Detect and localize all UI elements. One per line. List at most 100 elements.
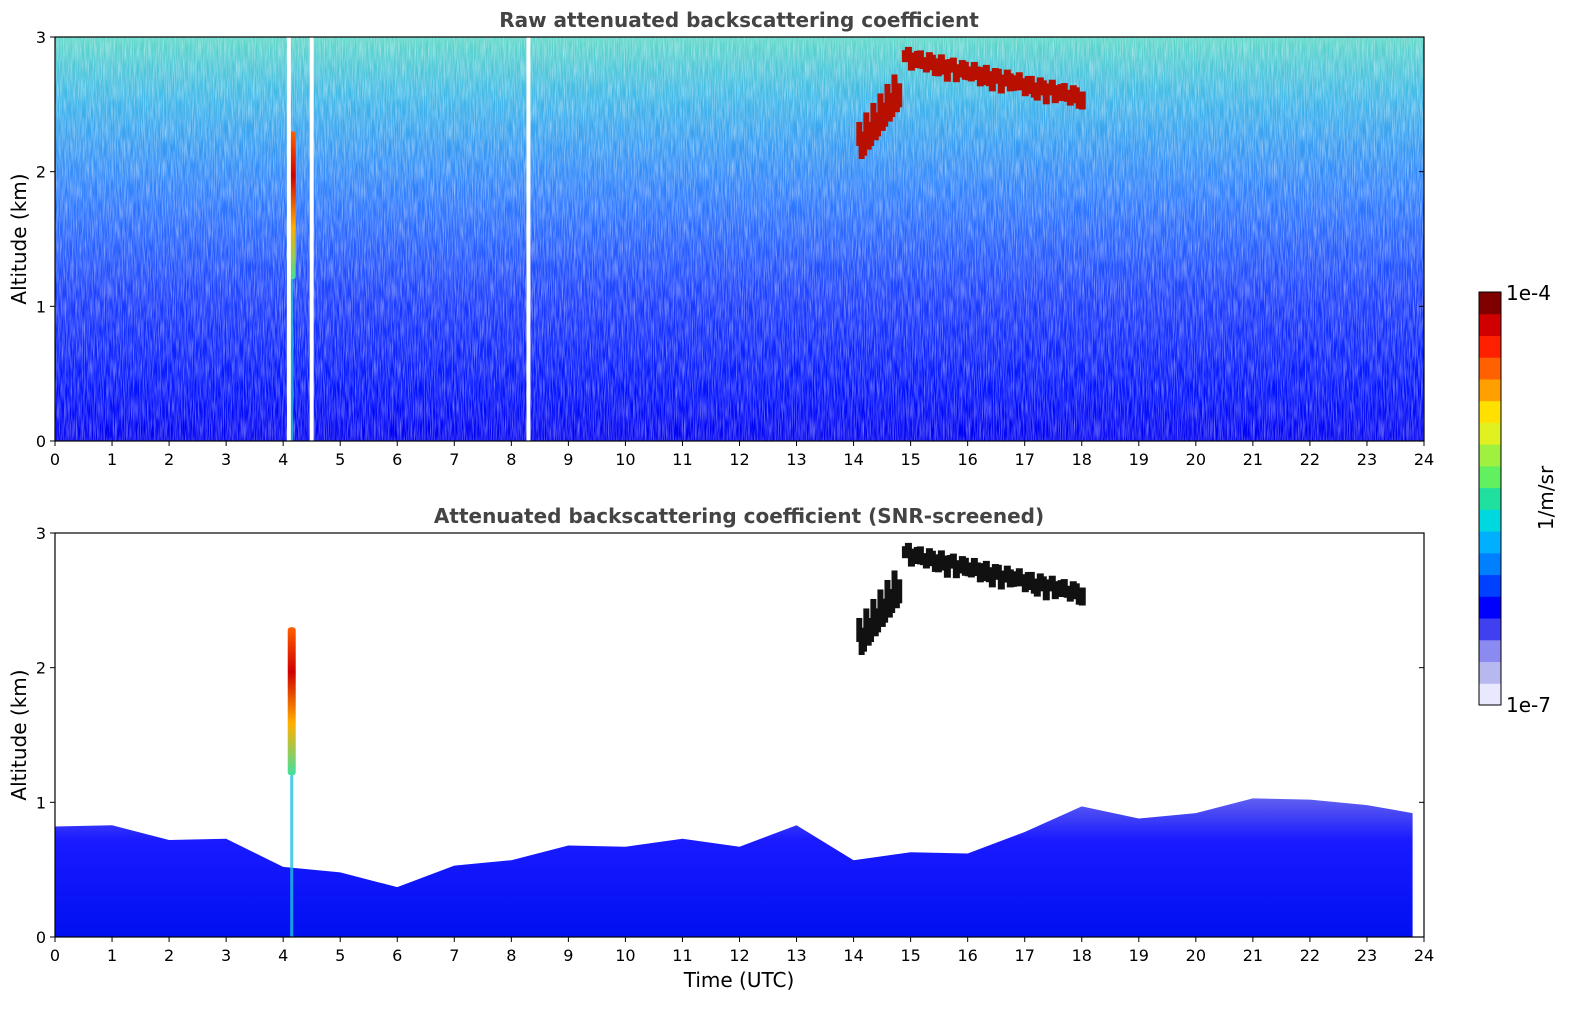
colorbar-min-label: 1e-7	[1506, 693, 1551, 717]
x-tick-label: 20	[1186, 946, 1206, 965]
x-tick-label: 7	[449, 450, 459, 469]
x-tick-label: 14	[843, 946, 863, 965]
colorbar-band	[1479, 378, 1501, 402]
y-tick-label: 3	[36, 28, 46, 47]
y-tick-label: 1	[36, 297, 46, 316]
raw-heatmap-features	[286, 37, 1086, 441]
colorbar-frame	[1478, 291, 1502, 706]
x-tick-label: 21	[1243, 946, 1263, 965]
boundary-layer-area	[55, 798, 1413, 937]
x-tick-label: 20	[1186, 450, 1206, 469]
cloud-layer-cell	[988, 569, 996, 588]
cloud-patch-cell	[870, 102, 877, 127]
x-tick-label: 8	[506, 450, 516, 469]
y-tick-label: 0	[36, 928, 46, 947]
cloud-layer-cell	[988, 73, 996, 92]
cloud-layer-cell	[1078, 91, 1086, 110]
x-axis-label: Time (UTC)	[683, 968, 795, 992]
x-tick-label: 17	[1015, 946, 1035, 965]
x-tick-label: 15	[900, 946, 920, 965]
raw-panel-title: Raw attenuated backscattering coefficien…	[499, 8, 979, 32]
data-gap-line	[286, 37, 291, 441]
colorbar-band	[1479, 335, 1501, 358]
colorbar-band	[1479, 552, 1501, 576]
cloud-patch-cell	[856, 121, 863, 146]
x-tick-label: 9	[563, 946, 573, 965]
colorbar-band	[1479, 400, 1501, 423]
raw-y-axis-label: Altitude (km)	[7, 173, 31, 304]
y-tick-label: 3	[36, 524, 46, 543]
screened-y-ticks: 0 1 2 3	[36, 524, 1424, 947]
x-tick-label: 23	[1357, 450, 1377, 469]
data-gap-line	[309, 37, 314, 441]
colorbar-band	[1479, 618, 1501, 641]
cloud-patch-cell	[868, 122, 875, 147]
x-tick-label: 9	[563, 450, 573, 469]
x-tick-label: 7	[449, 946, 459, 965]
x-tick-label: 13	[786, 450, 806, 469]
x-tick-label: 1	[107, 946, 117, 965]
x-tick-label: 1	[107, 450, 117, 469]
cloud-layer-cell	[1072, 87, 1080, 100]
cloud-layer-cell	[934, 554, 942, 573]
cloud-layer-cell	[934, 58, 942, 77]
y-tick-label: 2	[36, 163, 46, 182]
screened-panel-title: Attenuated backscattering coefficient (S…	[434, 504, 1044, 528]
x-tick-label: 18	[1072, 450, 1092, 469]
cloud-patch-cell	[889, 589, 896, 614]
cloud-patch-cell	[863, 112, 870, 137]
colorbar-band	[1479, 661, 1501, 684]
raw-heatmap-noise	[55, 37, 1424, 441]
colorbar-band	[1479, 313, 1501, 336]
cloud-patch-cell	[860, 627, 867, 652]
colorbar-band	[1479, 487, 1501, 510]
y-tick-label: 2	[36, 659, 46, 678]
x-tick-label: 13	[786, 946, 806, 965]
cloud-patch-cell	[884, 579, 891, 604]
cloud-patch-cell	[856, 617, 863, 642]
raw-x-ticks: 0 1 2 3 4 5 6 7 8 9 10 11 12 13 14 15 16 17 18 19 20 21 22 23 24	[50, 441, 1434, 469]
cloud-patch-cell	[877, 589, 884, 614]
cloud-patch-cell	[875, 608, 882, 633]
y-tick-label: 0	[36, 432, 46, 451]
x-tick-label: 24	[1414, 450, 1434, 469]
cloud-layer-cell	[1078, 587, 1086, 606]
x-tick-label: 15	[900, 450, 920, 469]
x-tick-label: 0	[50, 946, 60, 965]
x-tick-label: 6	[392, 450, 402, 469]
y-tick-label: 1	[36, 793, 46, 812]
colorbar-band	[1479, 465, 1501, 489]
raw-heatmap	[55, 37, 1424, 441]
cloud-layer-cell	[943, 63, 951, 82]
x-tick-label: 23	[1357, 946, 1377, 965]
screened-y-axis-label: Altitude (km)	[7, 669, 31, 800]
colorbar-unit-label: 1/m/sr	[1534, 465, 1558, 530]
raw-y-ticks: 0 1 2 3	[36, 28, 1424, 451]
x-tick-label: 19	[1129, 450, 1149, 469]
x-tick-label: 3	[221, 946, 231, 965]
cloud-patch-cell	[860, 131, 867, 156]
plume-stem	[290, 279, 294, 441]
colorbar-band	[1479, 574, 1501, 597]
x-tick-label: 12	[729, 946, 749, 965]
cloud-patch-cell	[884, 83, 891, 108]
cloud-patch-cell	[896, 579, 903, 604]
colorbar: 1e-4 1e-7 1/m/sr	[1478, 281, 1558, 717]
x-tick-label: 2	[164, 450, 174, 469]
cloud-layer-cell	[1027, 75, 1035, 88]
cloud-layer-cell	[982, 64, 990, 77]
x-tick-label: 14	[843, 450, 863, 469]
cloud-patch-cell	[870, 598, 877, 623]
cloud-patch-cell	[863, 608, 870, 633]
cloud-patch-cell	[889, 93, 896, 118]
colorbar-band	[1479, 292, 1501, 315]
data-gap-line	[526, 37, 531, 441]
cloud-patch-cell	[877, 93, 884, 118]
cloud-patch-cell	[891, 74, 898, 99]
screened-heatmap-features	[287, 542, 1086, 937]
x-tick-label: 0	[50, 450, 60, 469]
cloud-layer-cell	[928, 54, 936, 67]
x-tick-label: 11	[672, 946, 692, 965]
cloud-patch-cell	[896, 83, 903, 108]
colorbar-band	[1479, 639, 1501, 663]
